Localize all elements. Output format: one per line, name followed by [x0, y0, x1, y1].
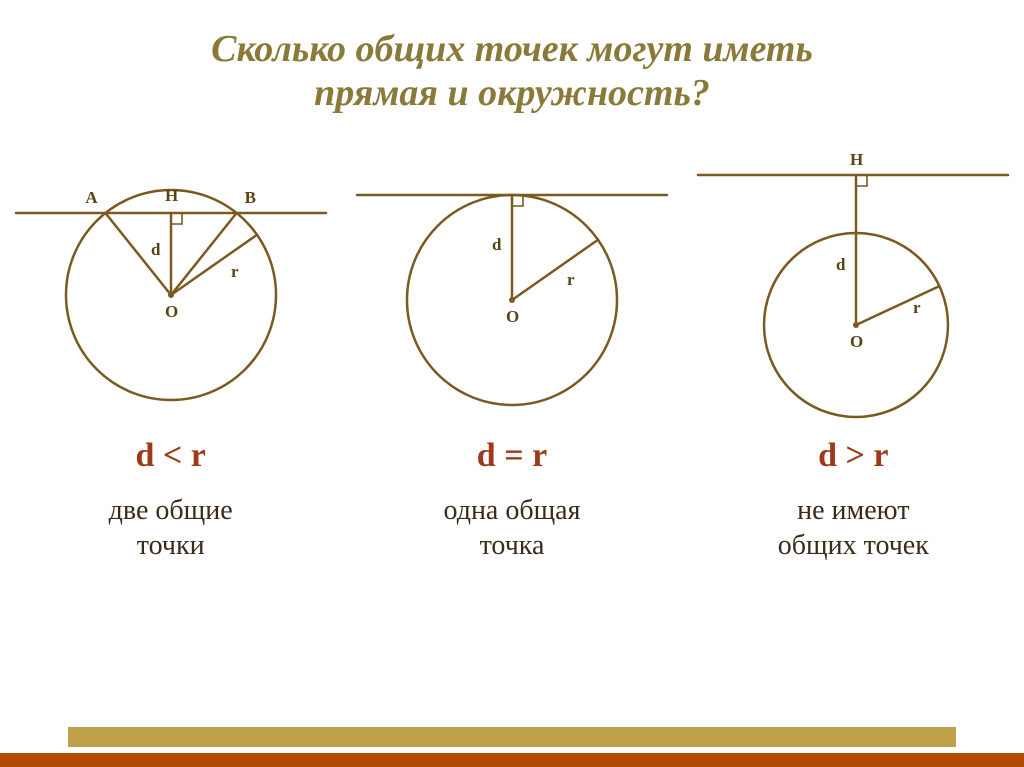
- caption-two-points: две общие точки: [109, 493, 233, 563]
- footer-bar-inner: [68, 727, 956, 747]
- svg-text:r: r: [231, 262, 239, 281]
- svg-text:r: r: [567, 270, 575, 289]
- condition-two-points: d < r: [135, 437, 205, 475]
- panel-zero-points: H Od r d > r не имеют общих точек: [688, 125, 1018, 563]
- title-line1: Сколько общих точек могут иметь: [211, 28, 813, 70]
- svg-text:d: d: [151, 240, 161, 259]
- svg-text:A: A: [85, 188, 98, 207]
- condition-one-point: d = r: [477, 437, 547, 475]
- svg-text:d: d: [492, 235, 502, 254]
- footer-bar-outer: [0, 753, 1024, 767]
- diagram-one-point: Od r: [347, 125, 677, 425]
- svg-text:d: d: [836, 255, 846, 274]
- svg-text:O: O: [165, 302, 178, 321]
- panel-two-points: A H B Od r d < r две общие точки: [6, 125, 336, 563]
- slide: Сколько общих точек могут иметь прямая и…: [0, 0, 1024, 767]
- title-line2: прямая и окружность?: [314, 72, 710, 114]
- diagram-two-points: A H B Od r: [6, 125, 336, 425]
- caption-zero-points: не имеют общих точек: [778, 493, 929, 563]
- condition-zero-points: d > r: [818, 437, 888, 475]
- svg-text:H: H: [165, 186, 178, 205]
- svg-text:H: H: [850, 150, 863, 169]
- panel-one-point: Od r d = r одна общая точка: [347, 125, 677, 563]
- diagram-zero-points: H Od r: [688, 125, 1018, 425]
- footer-bars: [0, 727, 1024, 767]
- slide-title: Сколько общих точек могут иметь прямая и…: [0, 0, 1024, 115]
- svg-text:r: r: [913, 298, 921, 317]
- caption-one-point: одна общая точка: [444, 493, 581, 563]
- svg-text:O: O: [850, 332, 863, 351]
- svg-text:O: O: [506, 307, 519, 326]
- diagram-row: A H B Od r d < r две общие точки Od r d = r о…: [0, 125, 1024, 563]
- svg-text:B: B: [244, 188, 255, 207]
